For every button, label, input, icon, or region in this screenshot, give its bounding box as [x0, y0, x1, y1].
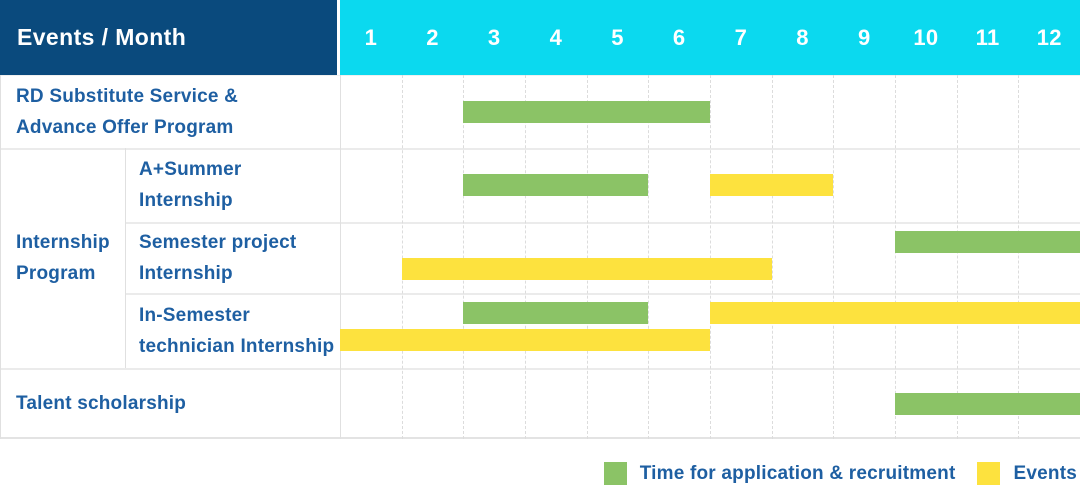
gantt-bar-application	[463, 101, 710, 123]
month-column-label: 12	[1036, 24, 1062, 50]
month-column-label: 8	[796, 24, 809, 50]
row-separator-line	[0, 148, 1080, 150]
gantt-bar-application	[463, 302, 648, 324]
month-grid-line	[648, 75, 649, 439]
row-label: In-Semester technician Internship	[139, 304, 335, 357]
month-grid-line	[895, 75, 896, 439]
legend-item-application: Time for application & recruitment	[603, 462, 956, 485]
row-label: Semester project Internship	[139, 231, 297, 284]
column-border-line	[125, 148, 126, 368]
month-column-label: 4	[549, 24, 563, 50]
legend: Time for application & recruitment Events	[0, 439, 1080, 494]
group-cell-internship-program: Internship Program	[16, 232, 110, 284]
row-separator-line	[125, 222, 1080, 224]
gantt-bar-application	[463, 174, 648, 196]
gantt-bar-application	[895, 393, 1080, 415]
gantt-bar-events	[340, 329, 710, 351]
month-grid-line	[463, 75, 464, 439]
row-label: Talent scholarship	[16, 393, 187, 414]
gantt-bar-events	[710, 174, 833, 196]
month-column-label: 9	[857, 24, 871, 50]
row-separator-line	[125, 293, 1080, 295]
month-grid-line	[1018, 75, 1019, 439]
legend-item-events: Events	[977, 462, 1077, 485]
month-grid-line	[772, 75, 773, 439]
month-column-label: 3	[487, 24, 501, 50]
row-separator-line	[0, 75, 1080, 76]
legend-swatch-application	[603, 462, 627, 485]
month-column-label: 11	[975, 24, 1000, 50]
header-row: Events / Month 1 2 3 4 5 6 7 8 9 10 11 12	[0, 0, 1080, 75]
month-column-label: 2	[426, 24, 439, 50]
month-column-label: 7	[734, 24, 748, 50]
header-title-cell: Events / Month	[0, 0, 340, 75]
month-grid-line	[587, 75, 588, 439]
gantt-bar-events	[402, 258, 772, 280]
gantt-bar-events	[710, 302, 1080, 324]
month-column-label: 1	[364, 24, 378, 50]
month-column-label: 5	[611, 24, 624, 50]
legend-label: Events	[1013, 462, 1077, 484]
gantt-bar-application	[895, 231, 1080, 253]
month-header-strip: 1 2 3 4 5 6 7 8 9 10 11 12	[340, 0, 1080, 75]
column-border-line	[340, 75, 341, 439]
gantt-body: Internship Program RD Substitute Service …	[0, 75, 1080, 439]
events-month-label: Events / Month	[17, 24, 187, 50]
legend-label: Time for application & recruitment	[639, 462, 956, 484]
row-separator-line	[0, 368, 1080, 370]
row-label: RD Substitute Service & Advance Offer Pr…	[16, 85, 239, 138]
month-grid-line	[957, 75, 958, 439]
row-label: A+Summer Internship	[139, 159, 242, 211]
month-grid-line	[833, 75, 834, 439]
row-separator-line	[0, 437, 1080, 439]
month-grid-line	[402, 75, 403, 439]
column-border-line	[0, 75, 1, 439]
month-grid-line	[525, 75, 526, 439]
month-column-label: 6	[672, 24, 686, 50]
month-column-label: 10	[913, 24, 939, 50]
legend-swatch-events	[977, 462, 1001, 485]
month-grid-line	[710, 75, 711, 439]
